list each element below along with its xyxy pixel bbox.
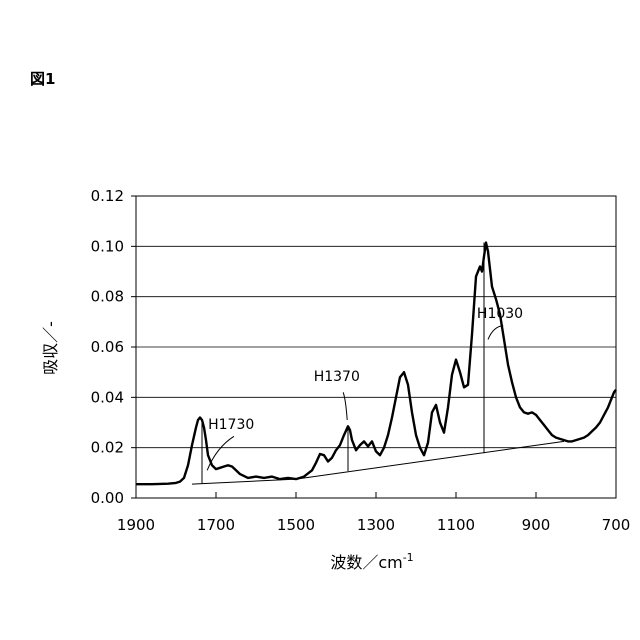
x-axis-title-sup: -1 [403,551,414,564]
annotations: H1730 H1370 H1030 [207,306,523,470]
y-tick-labels: 0.00 0.02 0.04 0.06 0.08 0.10 0.12 [91,187,124,507]
y-axis-title: 吸収／- [41,321,60,375]
y-tick-label: 0.08 [91,288,124,306]
grid-lines [131,196,616,498]
x-tick-label: 1700 [197,516,235,534]
y-tick-label: 0.04 [91,388,124,406]
x-tick-labels: 1900 1700 1500 1300 1100 900 700 [117,516,630,534]
x-tick-label: 1500 [277,516,315,534]
x-tick-label: 900 [522,516,551,534]
x-tick-label: 1100 [437,516,475,534]
annotation-label: H1730 [208,417,254,433]
x-tick-label: 1900 [117,516,155,534]
x-axis-title-main: 波数／cm [330,553,402,572]
y-tick-label: 0.06 [91,338,124,356]
annotation-label: H1370 [314,369,360,385]
x-tick-label: 700 [602,516,631,534]
y-tick-label: 0.02 [91,439,124,457]
annotation-leader [343,392,347,420]
y-tick-label: 0.12 [91,187,124,205]
x-axis-title: 波数／cm-1 [330,551,413,572]
baseline-line [296,441,564,479]
y-tick-label: 0.10 [91,237,124,255]
y-tick-label: 0.00 [91,489,124,507]
x-tick-label: 1300 [357,516,395,534]
annotation-label: H1030 [477,306,523,322]
